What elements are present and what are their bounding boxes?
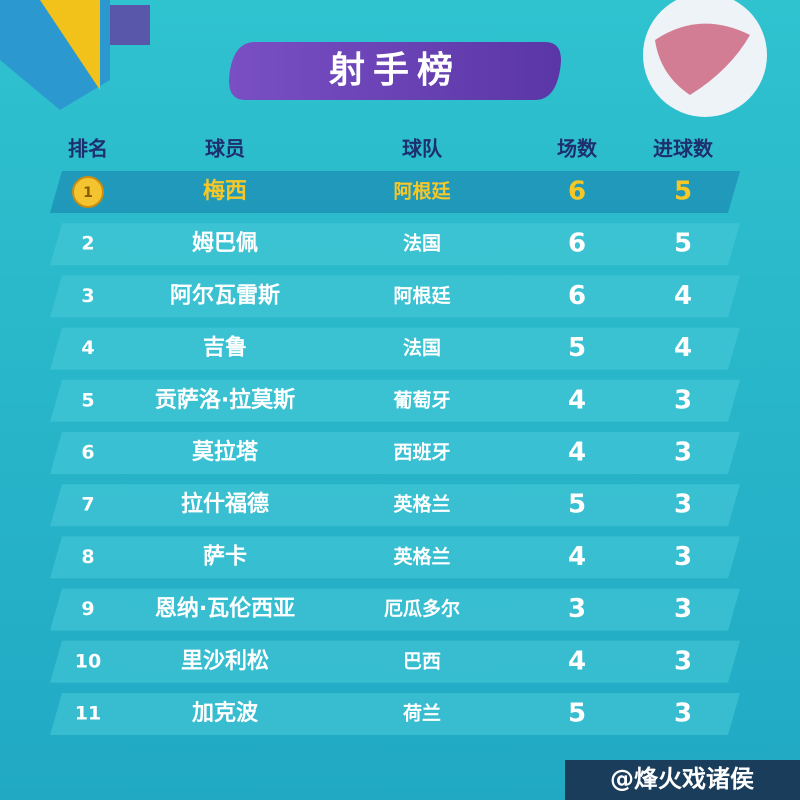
goals: 3 (674, 699, 692, 729)
watermark: @烽火戏诸侯 (610, 765, 754, 793)
title-banner (229, 42, 561, 100)
row-band (50, 536, 740, 579)
rank: 7 (81, 494, 94, 516)
matches: 5 (568, 490, 586, 520)
team: 荷兰 (403, 702, 441, 725)
goals: 5 (674, 177, 692, 207)
team: 厄瓜多尔 (384, 597, 460, 620)
goals: 3 (674, 594, 692, 624)
column-header: 球员 (205, 137, 245, 161)
rank: 4 (81, 337, 94, 359)
goals: 3 (674, 542, 692, 572)
rank: 1 (83, 185, 93, 201)
rank: 6 (81, 442, 94, 464)
player: 阿尔瓦雷斯 (170, 282, 280, 308)
team: 英格兰 (393, 493, 450, 516)
rank: 5 (81, 389, 94, 411)
player: 恩纳·瓦伦西亚 (155, 596, 295, 622)
matches: 4 (568, 385, 586, 415)
column-header: 球队 (402, 137, 443, 161)
team: 阿根廷 (393, 180, 451, 203)
team: 法国 (403, 232, 441, 255)
column-header: 进球数 (653, 137, 714, 161)
matches: 6 (568, 281, 586, 311)
player: 萨卡 (203, 543, 247, 569)
row-band (50, 640, 740, 683)
row-band (50, 484, 740, 527)
column-header: 排名 (68, 137, 108, 161)
matches: 6 (568, 177, 586, 207)
rank: 10 (75, 650, 101, 672)
ball-decoration (643, 0, 767, 117)
row-band (50, 327, 740, 370)
row-band (50, 223, 740, 266)
watermark-bg (565, 760, 800, 800)
player: 加克波 (191, 700, 259, 726)
goals: 3 (674, 490, 692, 520)
row-band (50, 588, 740, 631)
matches: 5 (568, 699, 586, 729)
player: 吉鲁 (203, 335, 247, 361)
row-band (50, 171, 740, 213)
team: 法国 (403, 336, 441, 359)
goals: 4 (674, 333, 692, 363)
matches: 5 (568, 333, 586, 363)
rank: 2 (81, 233, 94, 255)
player: 姆巴佩 (192, 230, 258, 256)
row-band (50, 275, 740, 318)
team: 巴西 (403, 650, 441, 672)
team: 阿根廷 (393, 284, 451, 307)
player: 贡萨洛·拉莫斯 (155, 387, 295, 413)
rank: 9 (81, 598, 94, 620)
rank: 8 (81, 546, 94, 568)
matches: 4 (568, 542, 586, 572)
player: 莫拉塔 (192, 439, 259, 465)
goals: 3 (674, 438, 692, 468)
row-band (50, 432, 740, 474)
matches: 4 (568, 646, 586, 676)
rank-medal (72, 176, 104, 208)
matches: 6 (568, 229, 586, 259)
column-header: 场数 (557, 137, 598, 161)
matches: 3 (568, 594, 586, 624)
row-band (50, 693, 740, 735)
team: 英格兰 (393, 545, 450, 568)
player: 拉什福德 (181, 491, 269, 517)
player: 梅西 (203, 178, 247, 204)
matches: 4 (568, 438, 586, 468)
goals: 4 (674, 281, 692, 311)
row-band (50, 379, 740, 422)
corner-decoration (0, 0, 150, 110)
team: 葡萄牙 (393, 388, 450, 411)
goals: 3 (674, 646, 692, 676)
rank: 3 (81, 285, 94, 307)
title: 射手榜 (329, 50, 461, 91)
team: 西班牙 (393, 441, 450, 464)
goals: 5 (674, 229, 692, 259)
rank: 11 (75, 703, 101, 725)
goals: 3 (674, 385, 692, 415)
player: 里沙利松 (181, 649, 269, 674)
